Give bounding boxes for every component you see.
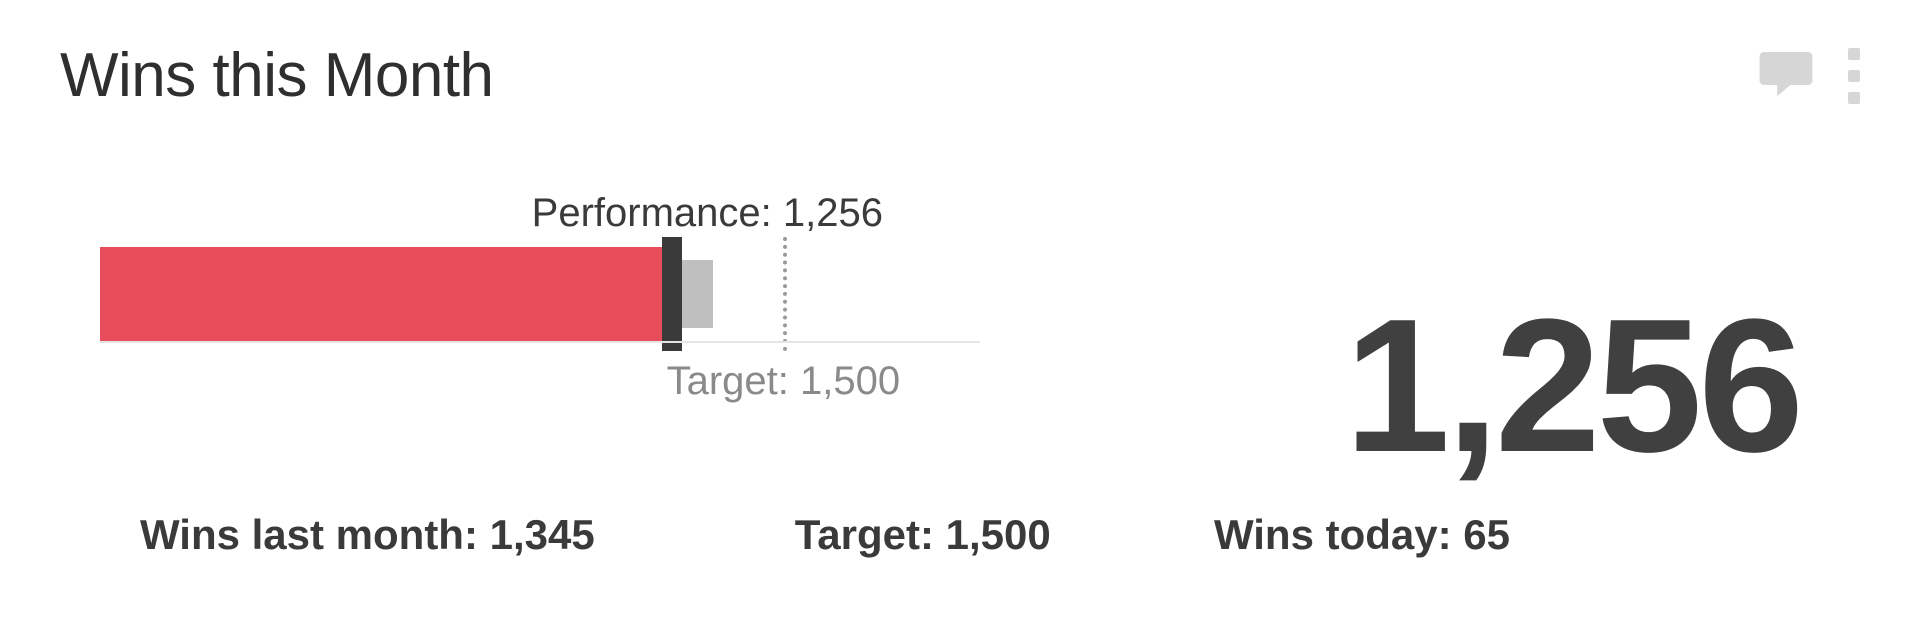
bullet-chart: Performance: 1,256 Target: 1,500 [100, 191, 920, 341]
widget-actions [1758, 48, 1860, 104]
performance-label: Performance: 1,256 [532, 191, 883, 236]
main-content: Performance: 1,256 Target: 1,500 1,256 [60, 191, 1860, 491]
performance-value-text: 1,256 [783, 191, 883, 235]
bullet-track [100, 247, 920, 341]
target-label-prefix: Target: [667, 359, 800, 403]
stat-last-month: Wins last month: 1,345 [140, 511, 595, 559]
widget-title: Wins this Month [60, 40, 1860, 111]
target-label: Target: 1,500 [667, 359, 901, 404]
stat-today: Wins today: 65 [1214, 511, 1510, 559]
stat-last-month-label: Wins last month: [140, 511, 490, 558]
footer-stats: Wins last month: 1,345 Target: 1,500 Win… [0, 511, 1920, 559]
stat-target-value: 1,500 [946, 511, 1051, 558]
stat-today-value: 65 [1463, 511, 1510, 558]
target-value-text: 1,500 [800, 359, 900, 403]
performance-bar [100, 247, 672, 341]
performance-marker [662, 237, 682, 351]
comment-icon[interactable] [1758, 52, 1814, 101]
big-number: 1,256 [1345, 291, 1800, 481]
target-marker [783, 237, 787, 351]
kebab-menu-icon[interactable] [1848, 48, 1860, 104]
comparative-bar [682, 260, 713, 328]
wins-this-month-widget: Wins this Month Performance: 1,256 Ta [0, 0, 1920, 629]
baseline [100, 341, 980, 343]
stat-target-label: Target: [795, 511, 946, 558]
stat-target: Target: 1,500 [795, 511, 1051, 559]
stat-last-month-value: 1,345 [490, 511, 595, 558]
stat-today-label: Wins today: [1214, 511, 1463, 558]
performance-label-prefix: Performance: [532, 191, 783, 235]
